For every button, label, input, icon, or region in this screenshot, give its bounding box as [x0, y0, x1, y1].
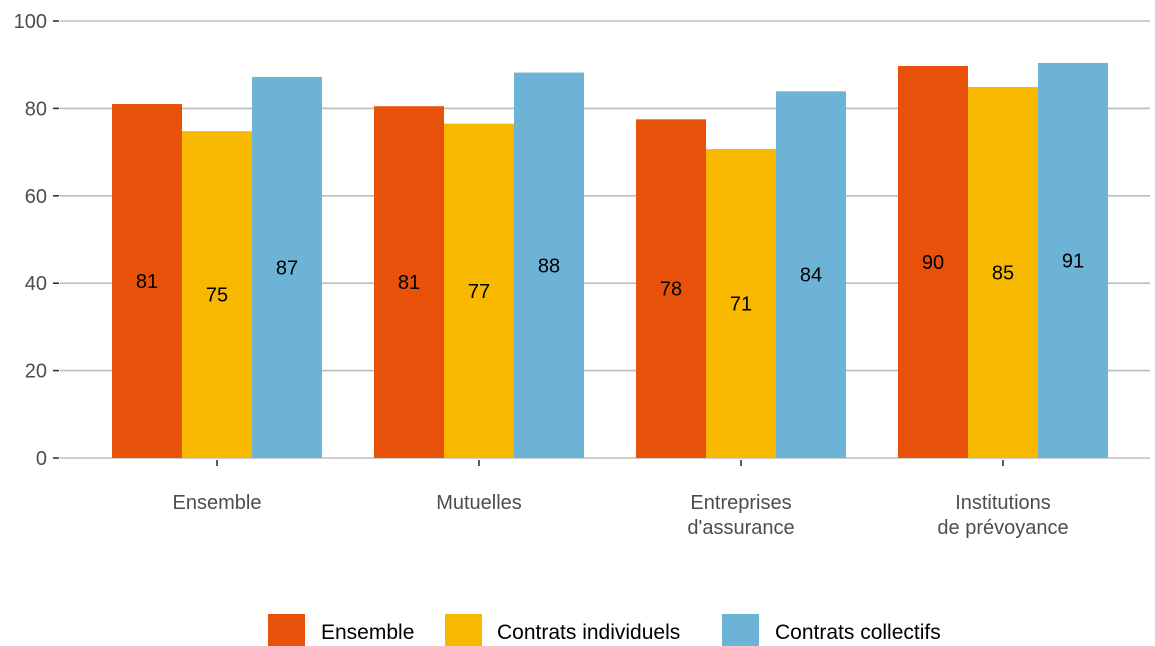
x-category-label: Institutions: [955, 492, 1051, 514]
bar: [898, 66, 968, 459]
bar-value-label: 81: [398, 272, 420, 294]
legend-swatch: [722, 614, 759, 646]
legend-label: Ensemble: [321, 621, 414, 644]
bar-value-label: 71: [730, 294, 752, 316]
y-tick-label: 100: [14, 11, 47, 33]
y-tick-label: 80: [25, 98, 47, 120]
x-category-label: Ensemble: [173, 492, 262, 514]
bar: [968, 86, 1038, 458]
bar: [514, 72, 584, 458]
y-tick-label: 40: [25, 273, 47, 295]
bar-value-label: 77: [468, 281, 490, 303]
bars: [112, 62, 1108, 459]
x-category-label: Mutuelles: [436, 492, 522, 514]
y-tick-label: 0: [36, 448, 47, 470]
legend: Ensemble Contrats individuels Contrats col…: [268, 614, 941, 646]
bar-value-label: 84: [800, 265, 822, 287]
bar: [776, 91, 846, 459]
legend-swatch: [268, 614, 305, 646]
bar: [1038, 62, 1108, 459]
bar-value-label: 85: [992, 262, 1014, 284]
bar-value-label: 91: [1062, 250, 1084, 272]
legend-swatch: [445, 614, 482, 646]
y-tick-label: 60: [25, 186, 47, 208]
legend-label: Contrats individuels: [497, 621, 680, 644]
bar-value-label: 90: [922, 252, 944, 274]
bar: [182, 131, 252, 458]
legend-label: Contrats collectifs: [775, 621, 941, 644]
x-category-label: de prévoyance: [937, 517, 1068, 539]
bar-value-label: 87: [276, 257, 298, 279]
bar: [706, 149, 776, 458]
data-labels: 81 75 87 81 77 88 78 71 84 90 85 91: [136, 250, 1084, 315]
bar: [444, 123, 514, 458]
bar: [636, 119, 706, 458]
x-category-label: d'assurance: [687, 517, 794, 539]
bar: [374, 106, 444, 458]
bar-value-label: 88: [538, 255, 560, 277]
bar-value-label: 75: [206, 285, 228, 307]
y-tick-label: 20: [25, 361, 47, 383]
bar: [112, 104, 182, 458]
axes: 0 20 40 60 80 100 Ensemble Mutuelles Entreprises…: [14, 11, 1069, 539]
bar: [252, 76, 322, 458]
bar-value-label: 81: [136, 271, 158, 293]
bar-value-label: 78: [660, 279, 682, 301]
x-category-label: Entreprises: [690, 492, 791, 514]
